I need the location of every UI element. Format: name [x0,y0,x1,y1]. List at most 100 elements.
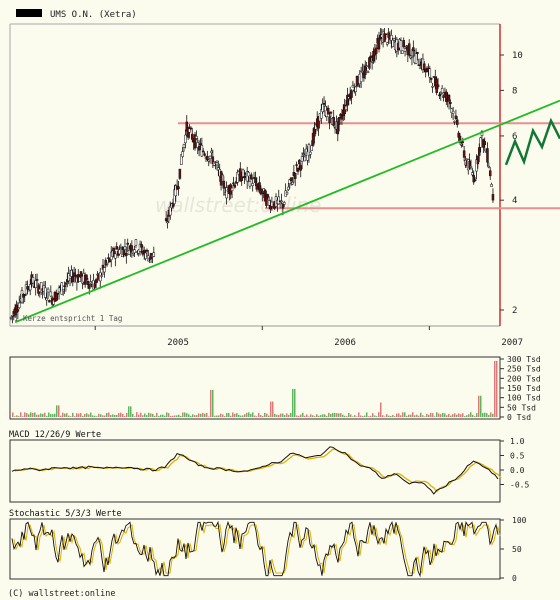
candle-body [291,182,294,185]
volume-bar [70,416,72,417]
volume-bar [252,412,254,417]
volume-bar [356,416,358,417]
macd-line [11,446,499,495]
candle-body [391,39,394,47]
candle-body [476,156,480,165]
candle-body [114,253,117,259]
candle-body [127,250,131,255]
candle-body [423,63,426,71]
candle-body [403,48,407,52]
candle-body [93,283,97,288]
volume-bar [170,416,172,417]
candle-body [350,90,353,98]
candle-body [88,283,91,289]
volume-bar [168,413,170,417]
volume-bar [304,415,306,417]
volume-bar [390,415,392,417]
volume-bar [50,414,52,417]
macd-tick-label: 0.5 [510,452,525,461]
volume-bar [236,413,238,417]
volume-bar [158,415,160,417]
candle-body [240,175,243,181]
candle-body [180,154,183,165]
candle-body [219,171,223,186]
candle-body [407,43,411,56]
volume-bar [86,413,88,417]
volume-bar [174,415,176,417]
volume-bar [372,413,374,417]
volume-bar [256,416,258,417]
volume-bar [326,415,328,417]
candle-body [445,91,448,102]
candle-body [23,294,26,296]
watermark: wallstreet:online [155,193,321,217]
volume-bar [62,412,64,417]
volume-bar [118,413,120,417]
candle-body [277,196,281,205]
volume-bar [88,414,90,417]
volume-bar [454,413,456,417]
candle-body [359,71,363,83]
volume-bar [354,415,356,417]
candle-body [197,146,201,151]
candle-body [392,38,396,41]
candle-body [428,68,432,78]
volume-bar [204,413,206,417]
volume-bar [234,413,236,417]
volume-bar [210,389,212,417]
candle-body [296,167,300,172]
candle-body [366,71,370,74]
candle-body [26,286,29,290]
volume-bar [280,413,282,417]
volume-bar [346,416,348,417]
candle-body [100,275,103,277]
volume-bar [492,413,494,417]
candle-body [134,239,138,246]
volume-bar [374,415,376,417]
volume-bar [76,413,78,417]
volume-bar [462,413,464,417]
candle-body [302,153,305,155]
volume-bar [302,412,304,417]
candle-body [293,173,297,179]
volume-bar [422,415,424,417]
volume-bar [416,414,418,417]
volume-bar [198,413,200,417]
volume-bar [186,413,188,417]
candle-body [270,201,274,207]
candle-body [460,144,463,146]
candle-body [354,86,357,92]
candle-body [340,115,344,120]
stochastic-signal-line [13,523,501,575]
volume-bar [430,412,432,417]
candle-body [115,246,118,250]
volume-bar [12,412,14,417]
candle-body [332,117,335,126]
volume-bar [448,413,450,417]
volume-bar [92,415,94,417]
volume-bar [466,415,468,417]
volume-bar [32,412,34,417]
volume-bar [344,415,346,417]
volume-bar [60,415,62,417]
candle-body [34,280,37,288]
volume-bar [428,414,430,417]
candle-body [74,275,77,277]
candle-body [365,65,368,67]
candle-body [310,145,313,151]
volume-bar [238,414,240,417]
volume-bar [14,416,16,417]
volume-bar [16,415,18,417]
volume-bar [244,414,246,417]
candle-body [287,186,290,190]
volume-bar [464,416,466,417]
volume-bar [342,414,344,417]
volume-bar [494,360,496,417]
stochastic-panel: Stochastic 5/3/3 Werte 100 50 0 [9,509,527,583]
candle-body [472,175,475,183]
volume-bar [98,413,100,417]
candle-body [243,176,246,178]
volume-bar [36,414,38,417]
volume-bar [144,413,146,417]
